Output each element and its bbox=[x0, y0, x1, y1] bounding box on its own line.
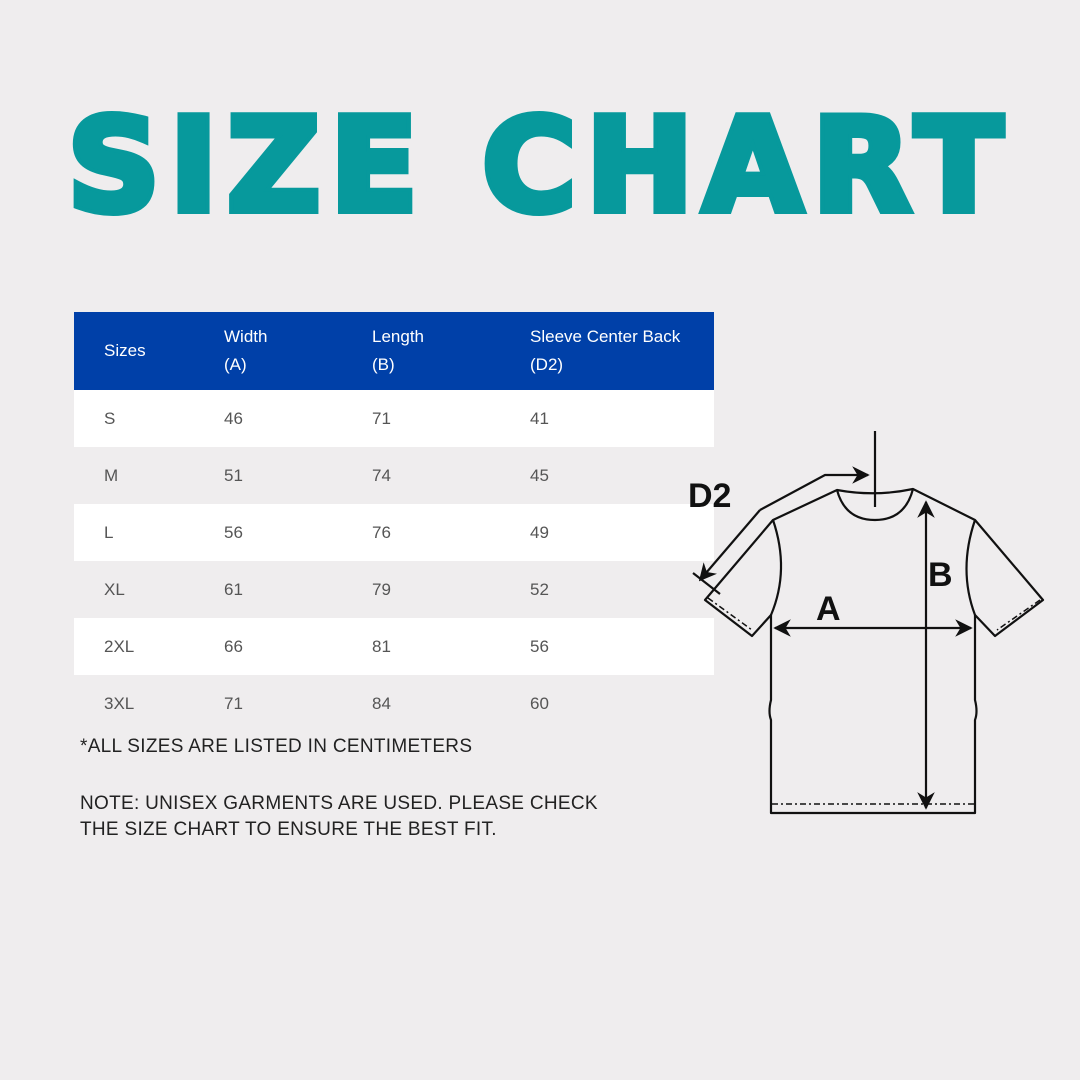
column-header-text: (D2) bbox=[530, 355, 564, 374]
table-row: 3XL 71 84 60 bbox=[74, 675, 714, 732]
size-table: Sizes Width (A) Length (B) Sleeve Center Back… bbox=[74, 312, 714, 732]
table-row: M 51 74 45 bbox=[74, 447, 714, 504]
table-cell: 79 bbox=[372, 579, 391, 599]
column-header: Sleeve Center Back (D2) bbox=[530, 312, 714, 390]
table-cell: 3XL bbox=[104, 693, 135, 713]
a-label: A bbox=[816, 590, 841, 628]
fit-note-line: THE SIZE CHART TO ENSURE THE BEST FIT. bbox=[80, 819, 497, 840]
table-cell: L bbox=[74, 504, 224, 561]
units-note: *ALL SIZES ARE LISTED IN CENTIMETERS bbox=[80, 736, 473, 757]
table-header: Sizes Width (A) Length (B) Sleeve Center Back… bbox=[74, 312, 714, 390]
d2-arrow bbox=[692, 431, 877, 595]
table-cell: 46 bbox=[224, 390, 372, 447]
table-cell: 71 bbox=[224, 693, 243, 713]
d2-label: D2 bbox=[688, 477, 731, 515]
table-cell: S bbox=[74, 390, 224, 447]
table-cell: 84 bbox=[372, 693, 391, 713]
column-header-text: Sleeve Center Back bbox=[530, 327, 681, 346]
column-header: Length (B) bbox=[372, 312, 530, 390]
table-cell: 49 bbox=[530, 504, 714, 561]
column-header: Sizes bbox=[74, 312, 224, 390]
table-cell: 74 bbox=[372, 465, 391, 485]
fit-note: NOTE: UNISEX GARMENTS ARE USED. PLEASE C… bbox=[80, 791, 598, 843]
fit-note-line: NOTE: UNISEX GARMENTS ARE USED. PLEASE C… bbox=[80, 793, 598, 814]
column-header-text: (A) bbox=[224, 355, 247, 374]
table-cell: 76 bbox=[372, 504, 530, 561]
tshirt-outline bbox=[703, 487, 1045, 815]
table-row: L 56 76 49 bbox=[74, 504, 714, 561]
table-row: 2XL 66 81 56 bbox=[74, 618, 714, 675]
column-header-text: Sizes bbox=[104, 341, 146, 360]
column-header-text: Length bbox=[372, 327, 424, 346]
table-cell: 45 bbox=[530, 465, 549, 485]
table-cell: 66 bbox=[224, 618, 372, 675]
column-header-text: Width bbox=[224, 327, 268, 346]
table-cell: XL bbox=[104, 579, 125, 599]
table-cell: 2XL bbox=[74, 618, 224, 675]
table-cell: 51 bbox=[224, 465, 243, 485]
table-row: S 46 71 41 bbox=[74, 390, 714, 447]
table-cell: 71 bbox=[372, 390, 530, 447]
b-label: B bbox=[928, 556, 953, 594]
page-title: SIZE CHART bbox=[64, 88, 1013, 245]
table-cell: 56 bbox=[224, 504, 372, 561]
table-cell: M bbox=[104, 465, 119, 485]
table-cell: 56 bbox=[530, 618, 714, 675]
table-row: XL 61 79 52 bbox=[74, 561, 714, 618]
column-header: Width (A) bbox=[224, 312, 372, 390]
table-cell: 61 bbox=[224, 579, 243, 599]
table-cell: 41 bbox=[530, 390, 714, 447]
table-cell: 81 bbox=[372, 618, 530, 675]
column-header-text: (B) bbox=[372, 355, 395, 374]
table-cell: 52 bbox=[530, 579, 549, 599]
table-cell: 60 bbox=[530, 693, 549, 713]
